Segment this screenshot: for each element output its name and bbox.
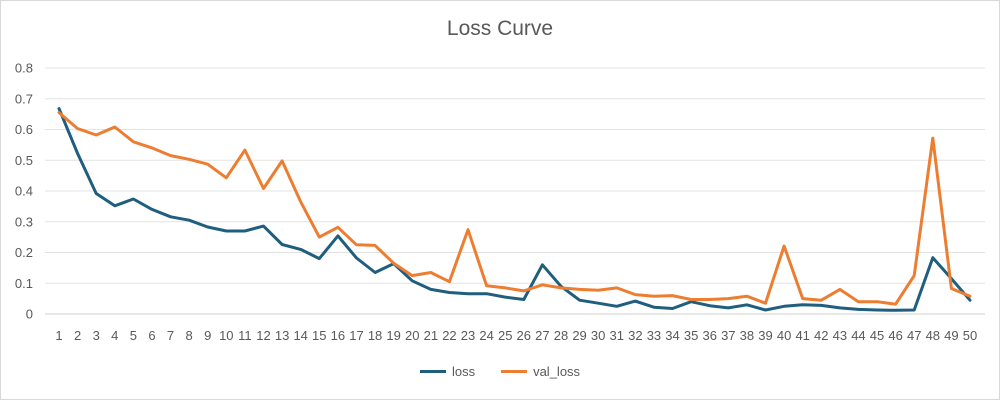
legend: loss val_loss [0,364,1000,379]
x-tick-label: 38 [740,328,754,343]
x-tick-label: 46 [888,328,902,343]
x-tick-label: 19 [386,328,400,343]
y-axis-ticks: 0 0.1 0.2 0.3 0.4 0.5 0.6 0.7 0.8 [15,61,33,322]
legend-item-val-loss: val_loss [501,364,580,379]
legend-swatch [419,370,446,373]
x-tick-label: 41 [795,328,809,343]
legend-label: val_loss [533,364,581,379]
x-tick-label: 7 [167,328,174,343]
legend-item-loss: loss [419,364,476,379]
x-tick-label: 17 [349,328,363,343]
x-tick-label: 18 [368,328,382,343]
x-tick-label: 12 [256,328,270,343]
x-tick-label: 13 [275,328,289,343]
x-tick-label: 6 [148,328,155,343]
x-tick-label: 49 [944,328,958,343]
y-tick-label: 0.8 [15,61,33,76]
x-tick-label: 22 [442,328,456,343]
x-tick-label: 35 [684,328,698,343]
x-tick-label: 45 [870,328,884,343]
legend-label: loss [451,364,476,379]
x-tick-label: 34 [665,328,679,343]
x-axis-ticks: 1 2 3 4 5 6 7 8 9 10 11 12 13 14 15 16 17 18 19 20 21 22 23 24 2… [55,328,977,343]
x-tick-label: 16 [331,328,345,343]
x-tick-label: 47 [907,328,921,343]
x-tick-label: 31 [610,328,624,343]
x-tick-label: 25 [498,328,512,343]
series-line-val-loss [57,111,972,306]
y-tick-label: 0 [26,307,33,322]
x-tick-label: 1 [55,328,62,343]
x-tick-label: 43 [833,328,847,343]
series-lines [57,107,972,312]
series-line-loss [57,107,972,312]
x-tick-label: 36 [702,328,716,343]
x-tick-label: 44 [851,328,865,343]
x-tick-label: 26 [517,328,531,343]
x-tick-label: 42 [814,328,828,343]
chart-title: Loss Curve [446,17,554,40]
y-tick-label: 0.5 [15,153,33,168]
x-tick-label: 11 [238,328,252,343]
x-tick-label: 4 [111,328,118,343]
y-tick-label: 0.7 [15,91,33,106]
x-tick-label: 39 [758,328,772,343]
x-tick-label: 27 [535,328,549,343]
y-tick-label: 0.4 [15,184,33,199]
x-tick-label: 40 [777,328,791,343]
x-tick-label: 30 [591,328,605,343]
x-tick-label: 14 [293,328,307,343]
gridlines [45,67,985,315]
x-tick-label: 32 [628,328,642,343]
x-tick-label: 3 [93,328,100,343]
x-tick-label: 23 [461,328,475,343]
x-tick-label: 29 [572,328,586,343]
x-tick-label: 20 [405,328,419,343]
x-tick-label: 9 [204,328,211,343]
x-tick-label: 10 [219,328,233,343]
y-tick-label: 0.3 [15,214,33,229]
x-tick-label: 21 [424,328,438,343]
x-tick-label: 33 [647,328,661,343]
x-tick-label: 48 [926,328,940,343]
x-tick-label: 37 [721,328,735,343]
x-tick-label: 8 [186,328,193,343]
y-tick-label: 0.1 [15,276,33,291]
legend-swatch [501,370,528,373]
y-tick-label: 0.6 [15,122,33,137]
y-tick-label: 0.2 [15,245,33,260]
x-tick-label: 5 [130,328,137,343]
x-tick-label: 24 [479,328,493,343]
x-tick-label: 50 [963,328,977,343]
x-tick-label: 15 [312,328,326,343]
x-tick-label: 2 [74,328,81,343]
x-tick-label: 28 [554,328,568,343]
